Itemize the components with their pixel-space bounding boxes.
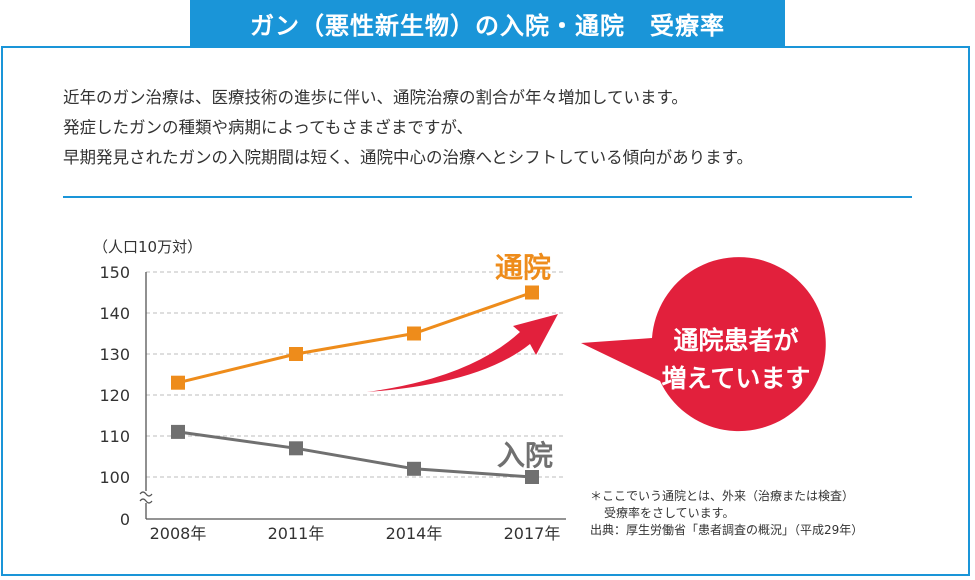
data-point-1-0: [171, 424, 185, 439]
description-line-3: 早期発見されたガンの入院期間は短く、通院中心の治療へとシフトしている傾向がありま…: [63, 148, 754, 167]
x-tick-label: 2017年: [504, 524, 561, 543]
series-label-inpatient: 入院: [497, 439, 553, 472]
axis-break-mark: [139, 491, 153, 504]
y-tick-label: 120: [99, 386, 130, 405]
callout-line-1: 通院患者が: [673, 326, 799, 355]
y-tick-labels: 150 140 130 120 110 100 0: [99, 263, 130, 529]
y-axis-unit-label: （人口10万対）: [93, 238, 202, 256]
data-point-0-3: [525, 285, 539, 300]
data-point-0-1: [289, 347, 303, 361]
callout-text: 通院患者が 増えています: [636, 322, 836, 398]
description-line-2: 発症したガンの種類や病期によってもさまざまですが、: [63, 118, 474, 137]
data-point-1-1: [289, 441, 303, 456]
data-point-1-3: [525, 470, 539, 484]
footnote-line-2: 受療率をさしています。: [604, 506, 735, 520]
series-line-0: [177, 291, 533, 385]
x-tick-labels: 2008年 2011年 2014年 2017年: [150, 524, 561, 543]
description-line-1: 近年のガン治療は、医療技術の進歩に伴い、通院治療の割合が年々増加しています。: [63, 88, 688, 107]
x-tick-label: 2014年: [386, 524, 443, 543]
content-frame: [1, 46, 970, 576]
description: 近年のガン治療は、医療技術の進歩に伴い、通院治療の割合が年々増加しています。 発…: [63, 83, 923, 173]
trend-arrow: [367, 314, 558, 392]
x-tick-label: 2008年: [150, 524, 207, 543]
data-point-0-2: [407, 326, 421, 341]
footnote: ＊ここでいう通院とは、外来（治療または検査） 受療率をさしています。 出典：厚生…: [590, 488, 863, 539]
y-tick-label: 150: [99, 263, 130, 282]
y-tick-label: 140: [99, 304, 130, 323]
y-tick-label: 110: [99, 427, 130, 446]
y-tick-label: 100: [99, 468, 130, 487]
callout-bubble: [581, 257, 826, 432]
series-line-1: [177, 430, 533, 479]
x-tick-label: 2011年: [268, 524, 325, 543]
page-title: ガン（悪性新生物）の入院・通院 受療率: [190, 0, 785, 46]
y-tick-label: 0: [120, 510, 130, 529]
series-label-outpatient: 通院: [495, 251, 551, 284]
data-point-0-0: [171, 375, 185, 390]
source-note: 出典：厚生労働省「患者調査の概況」（平成29年）: [590, 523, 864, 537]
divider: [63, 196, 912, 198]
y-tick-label: 130: [99, 345, 130, 364]
series-layer: [171, 285, 539, 484]
data-point-1-2: [407, 461, 421, 476]
axes: [139, 272, 566, 520]
footnote-line-1: ＊ここでいう通院とは、外来（治療または検査）: [590, 489, 855, 503]
callout-line-2: 増えています: [661, 364, 811, 393]
